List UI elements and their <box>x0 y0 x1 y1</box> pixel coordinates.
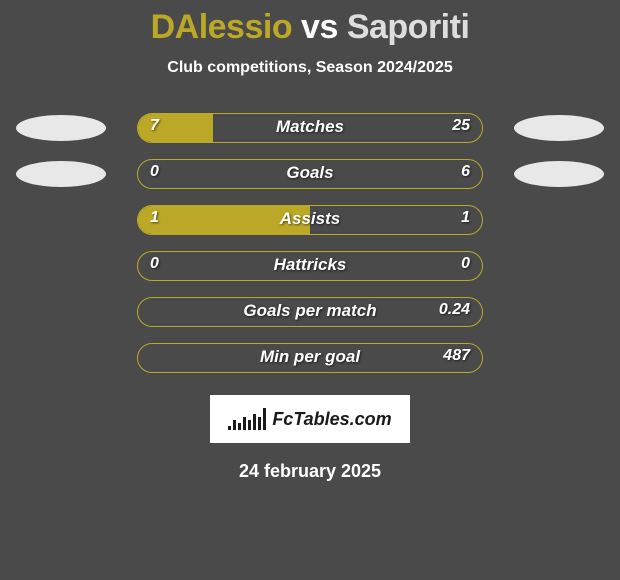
stat-row: Min per goal487 <box>0 335 620 381</box>
stats-container: Matches725Goals06Assists11Hattricks00Goa… <box>0 105 620 381</box>
player2-logo-placeholder <box>514 161 604 187</box>
stat-bar <box>137 343 483 373</box>
player2-logo-placeholder <box>514 115 604 141</box>
logo-text: FcTables.com <box>272 409 391 430</box>
stat-row: Goals per match0.24 <box>0 289 620 335</box>
player2-name: Saporiti <box>347 8 470 46</box>
player1-logo-placeholder <box>16 115 106 141</box>
subtitle: Club competitions, Season 2024/2025 <box>0 59 620 77</box>
stat-bar-fill <box>138 206 310 234</box>
stat-bar <box>137 251 483 281</box>
page-title: DAlessio vs Saporiti <box>0 8 620 47</box>
logo-bars-icon <box>228 408 266 430</box>
comparison-infographic: DAlessio vs Saporiti Club competitions, … <box>0 0 620 482</box>
stat-row: Hattricks00 <box>0 243 620 289</box>
stat-bar-fill <box>138 114 213 142</box>
source-logo: FcTables.com <box>210 395 410 443</box>
stat-row: Goals06 <box>0 151 620 197</box>
player1-name: DAlessio <box>151 8 293 46</box>
vs-text: vs <box>301 8 338 46</box>
stat-row: Matches725 <box>0 105 620 151</box>
stat-bar <box>137 113 483 143</box>
player1-logo-placeholder <box>16 161 106 187</box>
footer-date: 24 february 2025 <box>0 461 620 482</box>
stat-row: Assists11 <box>0 197 620 243</box>
stat-bar <box>137 297 483 327</box>
stat-bar <box>137 159 483 189</box>
stat-bar <box>137 205 483 235</box>
